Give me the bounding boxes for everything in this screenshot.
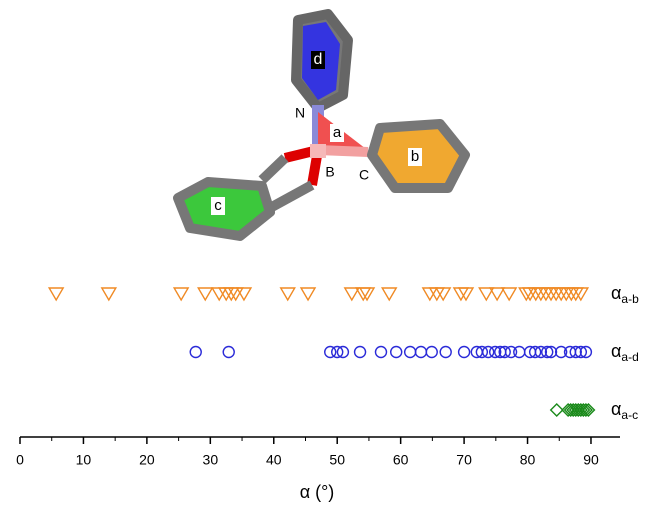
- x-tick-label: 20: [139, 452, 155, 468]
- x-tick-label: 60: [393, 452, 409, 468]
- x-tick-label: 0: [16, 452, 24, 468]
- marker: [391, 347, 402, 358]
- marker: [190, 347, 201, 358]
- x-tick-label: 50: [329, 452, 345, 468]
- marker: [382, 288, 396, 300]
- annotation: c: [214, 197, 222, 214]
- chart: α (°) dNabBCc0102030405060708090αa-bαa-d…: [0, 0, 646, 505]
- marker: [223, 347, 234, 358]
- x-axis-label: α (°): [300, 482, 335, 502]
- marker: [375, 347, 386, 358]
- annotation: N: [295, 105, 305, 121]
- marker: [459, 347, 470, 358]
- series-label: αa-c: [611, 399, 638, 422]
- series-subscript: a-d: [621, 350, 638, 364]
- marker: [459, 288, 473, 300]
- series-label: αa-b: [611, 283, 639, 306]
- marker: [551, 404, 563, 416]
- annotation: a: [333, 124, 342, 141]
- marker: [514, 347, 525, 358]
- x-tick-label: 30: [203, 452, 219, 468]
- marker: [212, 288, 226, 300]
- marker: [219, 288, 233, 300]
- annotation: d: [314, 51, 323, 68]
- x-tick-label: 40: [266, 452, 282, 468]
- marker: [423, 288, 437, 300]
- x-tick-label: 70: [456, 452, 472, 468]
- marker: [102, 288, 116, 300]
- x-tick-label: 10: [76, 452, 92, 468]
- series-name: α: [611, 399, 621, 419]
- series-subscript: a-c: [621, 408, 638, 422]
- marker: [49, 288, 63, 300]
- x-tick-label: 90: [583, 452, 599, 468]
- series-subscript: a-b: [621, 292, 639, 306]
- marker: [574, 288, 588, 300]
- marker: [174, 288, 188, 300]
- x-tick-label: 80: [520, 452, 536, 468]
- marker: [405, 347, 416, 358]
- marker: [426, 347, 437, 358]
- marker: [355, 347, 366, 358]
- series-label: αa-d: [611, 341, 639, 364]
- marker: [415, 347, 426, 358]
- series-name: α: [611, 283, 621, 303]
- marker: [301, 288, 315, 300]
- marker: [502, 288, 516, 300]
- annotation: B: [325, 164, 334, 180]
- series-name: α: [611, 341, 621, 361]
- annotation: C: [359, 167, 369, 183]
- marker: [198, 288, 212, 300]
- marker: [440, 347, 451, 358]
- annotation: b: [411, 148, 419, 165]
- marker: [454, 288, 468, 300]
- marker: [281, 288, 295, 300]
